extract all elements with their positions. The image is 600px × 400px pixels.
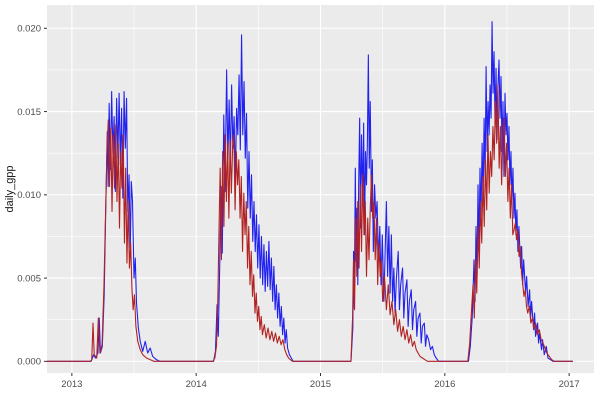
axis-ticks: [44, 27, 570, 376]
x-tick-label: 2015: [310, 379, 331, 390]
y-tick-label: 0.010: [17, 190, 41, 201]
series_blue-line: [47, 21, 573, 362]
series_red-line: [47, 84, 573, 362]
y-tick-label: 0.020: [17, 24, 41, 35]
x-tick-label: 2014: [186, 379, 207, 390]
x-tick-label: 2016: [434, 379, 455, 390]
y-tick-label: 0.015: [17, 107, 41, 118]
y-tick-label: 0.000: [17, 357, 41, 368]
data-series-group: [47, 21, 573, 362]
x-tick-label: 2013: [61, 379, 82, 390]
x-tick-label: 2017: [559, 379, 580, 390]
y-axis-title: daily_gpp: [4, 165, 16, 212]
y-tick-label: 0.005: [17, 273, 41, 284]
axis-tick-labels: 2013 2014 2015 2016 2017 0.000 0.005 0.010 0.015…: [17, 24, 579, 390]
